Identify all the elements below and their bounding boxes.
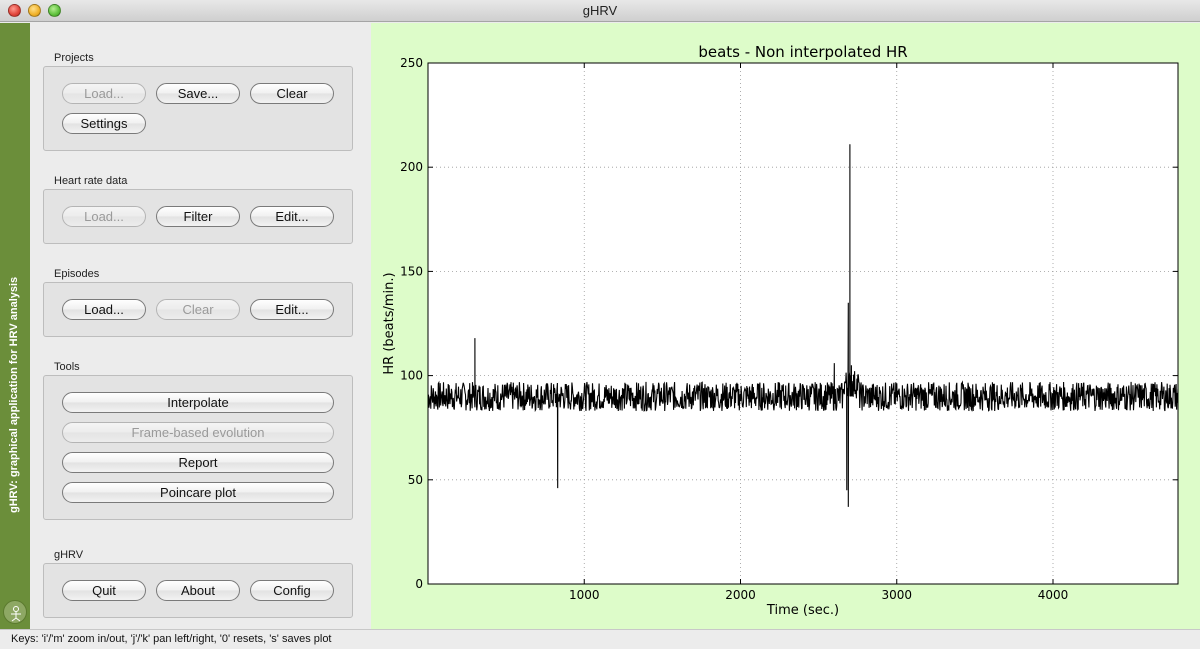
plot-frame [427,62,1179,585]
episodes-label: Episodes [54,268,100,280]
hr-series-line [428,144,1178,507]
y-tick-label: 250 [400,56,423,70]
y-tick-label: 200 [400,160,423,174]
episodes-edit-button[interactable]: Edit... [250,299,334,320]
close-window-button[interactable] [8,4,21,17]
quit-button[interactable]: Quit [62,580,146,601]
poincare-plot-button[interactable]: Poincare plot [62,482,334,503]
x-tick-label: 2000 [725,588,756,602]
projects-group [43,66,353,151]
maximize-window-button[interactable] [48,4,61,17]
y-tick-label: 0 [415,577,423,591]
x-tick-label: 4000 [1038,588,1069,602]
tools-label: Tools [54,361,80,373]
y-tick-label: 150 [400,264,423,278]
y-axis-label: HR (beats/min.) [382,272,397,374]
status-bar: Keys: 'i'/'m' zoom in/out, 'j'/'k' pan l… [0,629,1200,649]
y-tick-label: 100 [400,369,423,383]
about-button[interactable]: About [156,580,240,601]
filter-button[interactable]: Filter [156,206,240,227]
minimize-window-button[interactable] [28,4,41,17]
projects-clear-button[interactable]: Clear [250,83,334,104]
report-button[interactable]: Report [62,452,334,473]
plot-panel[interactable]: 1000 2000 3000 4000 0 50 100 150 200 250 beats - N… [371,23,1200,629]
x-axis-label: Time (sec.) [766,603,839,618]
plot-background [428,63,1178,584]
heart-rate-load-button[interactable]: Load... [62,206,146,227]
side-strip: gHRV: graphical application for HRV anal… [0,23,30,629]
projects-label: Projects [54,52,94,64]
hr-chart[interactable]: 1000 2000 3000 4000 0 50 100 150 200 250 beats - N… [371,23,1200,629]
side-strip-text: gHRV: graphical application for HRV anal… [8,276,20,513]
projects-load-button[interactable]: Load... [62,83,146,104]
status-text: Keys: 'i'/'m' zoom in/out, 'j'/'k' pan l… [11,633,332,645]
ghrv-label: gHRV [54,549,84,561]
x-tick-label: 1000 [569,588,600,602]
config-button[interactable]: Config [250,580,334,601]
heart-rate-edit-button[interactable]: Edit... [250,206,334,227]
chart-title: beats - Non interpolated HR [698,43,907,61]
settings-button[interactable]: Settings [62,113,146,134]
ghrv-logo-icon [3,600,27,624]
projects-save-button[interactable]: Save... [156,83,240,104]
episodes-load-button[interactable]: Load... [62,299,146,320]
heart-rate-label: Heart rate data [54,175,128,187]
frame-based-evolution-button[interactable]: Frame-based evolution [62,422,334,443]
window-title: gHRV [582,3,618,18]
x-tick-label: 3000 [881,588,912,602]
y-tick-label: 50 [408,473,423,487]
title-bar: gHRV [0,0,1200,22]
interpolate-button[interactable]: Interpolate [62,392,334,413]
episodes-clear-button[interactable]: Clear [156,299,240,320]
